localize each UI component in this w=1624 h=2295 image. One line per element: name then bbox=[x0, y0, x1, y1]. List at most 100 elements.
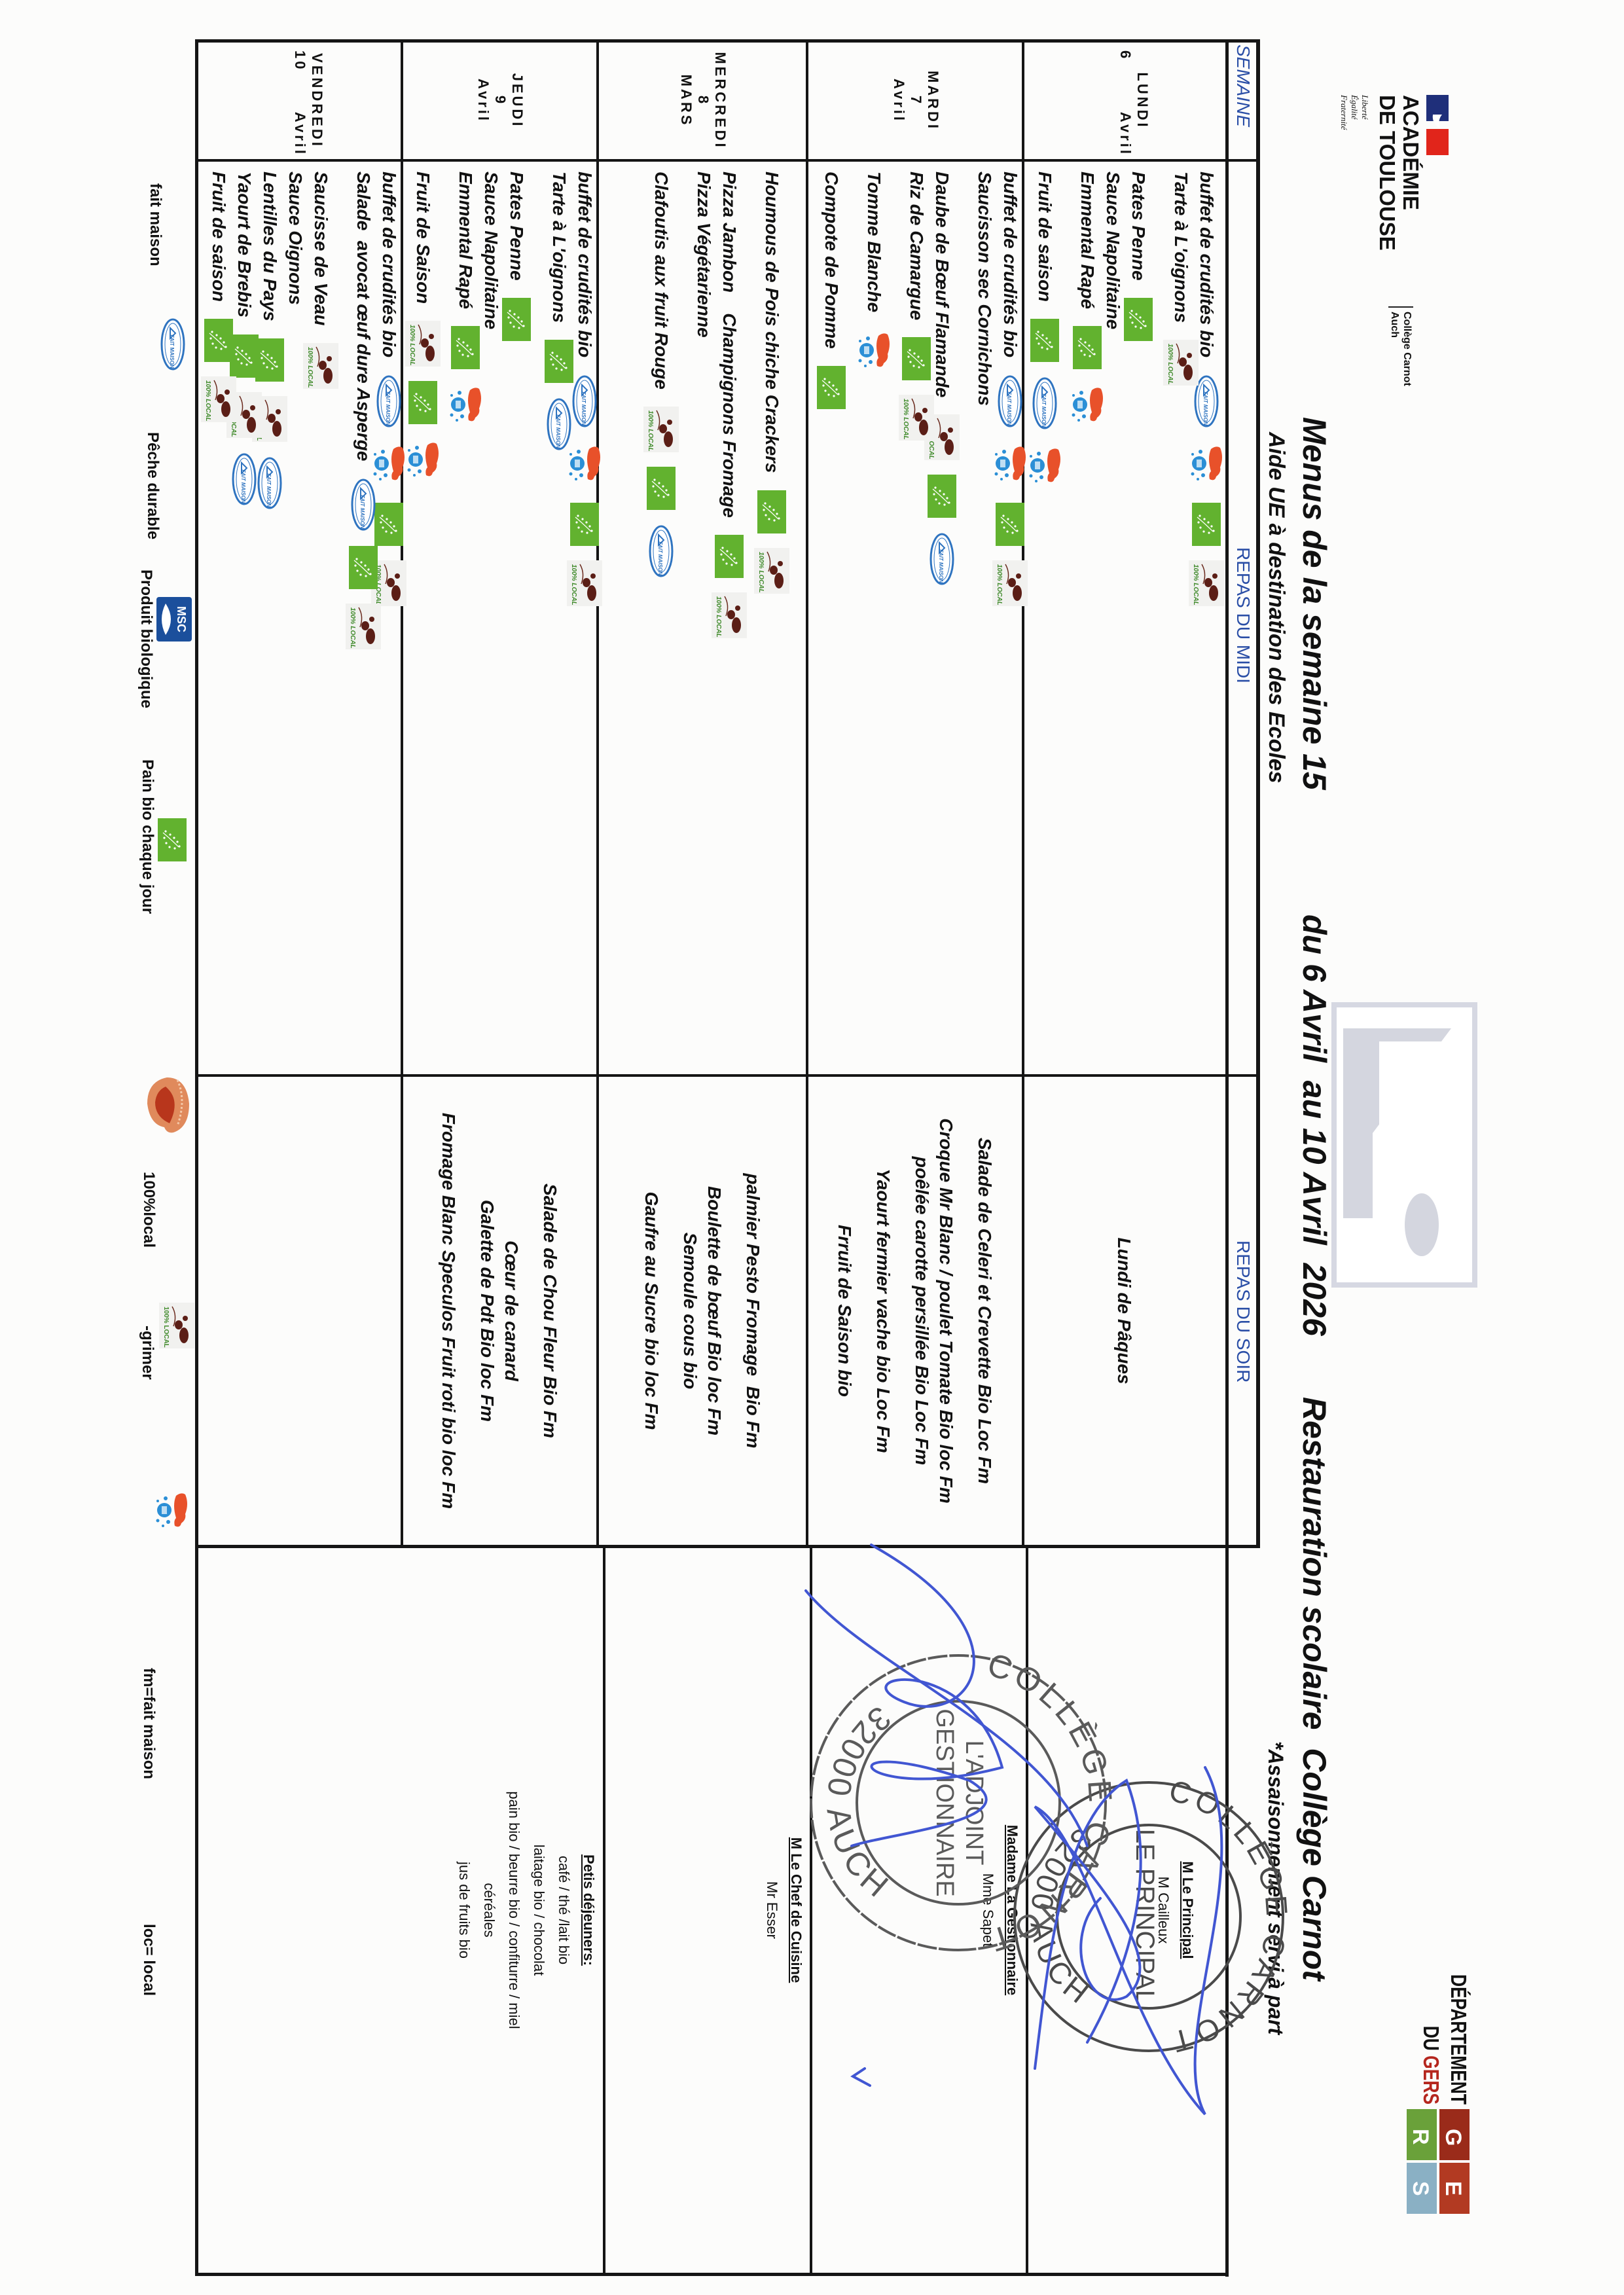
chef-title: M Le Chef de Cuisine bbox=[788, 1837, 804, 1983]
breakfast-title: Petis déjeuners: bbox=[581, 1854, 597, 1966]
course-group: Frruit de Saison bio bbox=[833, 1225, 857, 1397]
course-group: Fromage Blanc Speculos Fruit roti bio lo… bbox=[437, 1113, 461, 1509]
menu-item-label: Houmous de Pois chiche Crackers bbox=[762, 172, 783, 473]
occitanie-icon bbox=[1072, 384, 1104, 429]
course-group: Clafoutis aux fruit Rouge 100% LOCAL FAIT … bbox=[643, 172, 679, 1068]
local-icon: 100% LOCAL bbox=[899, 395, 935, 441]
menu-item: Salade de Chou Fleur Bio Fm bbox=[540, 1184, 561, 1438]
svg-text:FAIT MAISON: FAIT MAISON bbox=[169, 334, 175, 369]
menu-item-labels: FAIT MAISON bbox=[545, 340, 574, 451]
bio-icon bbox=[1030, 319, 1060, 363]
fait-maison-icon: FAIT MAISON bbox=[376, 374, 403, 428]
soir-menu: Salade de Celeri et Crevette Bio Loc Fm C… bbox=[810, 1080, 1020, 1542]
menu-item: Fromage Blanc Speculos Fruit roti bio lo… bbox=[439, 1112, 460, 1509]
menu-item: Frruit de Saison bio bbox=[835, 1225, 856, 1397]
gestionnaire-stamp-center2: GESTIONNAIRE bbox=[931, 1708, 958, 1896]
breakfast-item: café / thé /lait bio bbox=[556, 1855, 572, 1965]
svg-text:100% LOCAL: 100% LOCAL bbox=[1193, 564, 1200, 605]
bio-icon bbox=[451, 326, 480, 370]
local-icon: 100% LOCAL bbox=[992, 560, 1028, 607]
bio-icon bbox=[545, 340, 574, 384]
menu-item-label: buffet de crudités bio bbox=[575, 172, 596, 358]
svg-text:32000 AUCH: 32000 AUCH bbox=[820, 1699, 898, 1907]
menu-item: Cœur de canard bbox=[501, 1240, 522, 1381]
fait-maison-icon: FAIT MAISON bbox=[1032, 376, 1058, 430]
gestionnaire-block: Madame La Gestionnaire Mme Sapet bbox=[976, 1550, 1024, 2270]
midi-menu: buffet de crudités bio FAIT MAISON 100% LO… bbox=[802, 172, 1028, 1068]
local-icon: 100% LOCAL bbox=[346, 604, 382, 650]
menu-item-labels bbox=[1124, 297, 1153, 341]
soir-menu bbox=[199, 1080, 399, 1542]
bio-icon bbox=[204, 319, 234, 363]
svg-text:100% LOCAL: 100% LOCAL bbox=[647, 410, 655, 452]
occitanie-icon bbox=[1191, 443, 1223, 488]
occitanie-icon bbox=[450, 384, 482, 429]
page-title: Menus de la semaine 15 bbox=[1296, 417, 1333, 790]
local-icon: 100% LOCAL bbox=[201, 376, 237, 423]
menu-item: Lundi de Pâques bbox=[1114, 1237, 1135, 1384]
menu-item-labels: FAIT MAISON 100% LOCAL bbox=[567, 374, 603, 607]
menu-item: Galette de Pdt Bio loc Fm bbox=[477, 1199, 498, 1422]
menu-item-label: Compote de Pomme bbox=[821, 172, 842, 349]
occitanie-icon bbox=[569, 443, 602, 488]
legend-msc-icon: MSC bbox=[156, 597, 192, 642]
svg-text:E: E bbox=[1441, 2181, 1466, 2196]
svg-text:R: R bbox=[1408, 2129, 1433, 2145]
menu-item: Emmental Rapé bbox=[1072, 172, 1104, 1068]
svg-text:MSC: MSC bbox=[175, 606, 188, 632]
organisation-title: Restauration scolaire Collège Carnot bbox=[1296, 1397, 1333, 1981]
menu-item-label: Emmental Rapé bbox=[456, 172, 477, 310]
menu-item: Semoule cous bio bbox=[680, 1232, 700, 1390]
menu-item: buffet de crudités bio FAIT MAISON 100% LO… bbox=[567, 172, 603, 1068]
menu-item: buffet de crudités bio FAIT MAISON 100% LO… bbox=[992, 172, 1028, 1068]
course-group: Boulette de bœuf Bio loc Fm Semoule cous … bbox=[678, 1186, 727, 1436]
course-group: Croque Mr Blanc / poulet Tomate Bio loc … bbox=[911, 1118, 959, 1504]
legend-label: Pêche durable bbox=[144, 432, 162, 540]
chef-block: M Le Chef de Cuisine Mr Esser bbox=[760, 1550, 808, 2270]
menu-item-label: Pizza Végétarienne bbox=[694, 172, 715, 338]
svg-text:FAIT MAISON: FAIT MAISON bbox=[360, 496, 366, 530]
menu-item: Fruit de saison FAIT MAISON bbox=[1030, 172, 1061, 1068]
day-date: 10 Avril bbox=[291, 41, 308, 160]
svg-text:100% LOCAL: 100% LOCAL bbox=[409, 325, 416, 366]
local-icon: 100% LOCAL bbox=[371, 560, 407, 607]
course-group: buffet de crudités bio FAIT MAISON 100% LO… bbox=[972, 172, 1028, 1068]
day-month: Avril bbox=[292, 111, 308, 156]
local-icon: 100% LOCAL bbox=[1189, 560, 1225, 607]
occitanie-icon bbox=[407, 439, 440, 484]
course-group: Pizza Jambon Champignons Fromage 100% LOC… bbox=[691, 172, 748, 1068]
fait-maison-icon: FAIT MAISON bbox=[998, 374, 1024, 428]
menu-item-labels: 100% LOCAL bbox=[1163, 340, 1199, 386]
svg-text:100% LOCAL: 100% LOCAL bbox=[205, 380, 212, 422]
legend-label: 100%local bbox=[140, 1172, 158, 1248]
breakfast-block: Petis déjeuners: café / thé /lait bio lai… bbox=[452, 1550, 601, 2270]
right-divider bbox=[1026, 1546, 1028, 2274]
menu-item-label: Lentilles du Pays bbox=[260, 172, 281, 321]
day-name: MERCREDI bbox=[712, 52, 729, 150]
college-logo bbox=[1328, 1002, 1477, 1288]
day-name: VENDREDI bbox=[309, 53, 325, 149]
svg-text:S: S bbox=[1408, 2181, 1433, 2196]
legend-label: Pain bio chaque jour bbox=[139, 759, 156, 914]
header-repas-midi: REPAS DU MIDI bbox=[1233, 547, 1254, 683]
soir-menu: Salade de Chou Fleur Bio Fm Cœur de canar… bbox=[405, 1080, 595, 1542]
departement-du: DU bbox=[1419, 2025, 1443, 2056]
svg-text:G: G bbox=[1441, 2129, 1466, 2146]
subtitle: Aide UE à destination des Ecoles bbox=[1264, 432, 1289, 784]
day-number: 9 bbox=[492, 95, 509, 107]
menu-item-label: buffet de crudités bio bbox=[1000, 172, 1021, 358]
right-divider bbox=[603, 1546, 605, 2274]
menu-item-label: Tarte à L'oignons bbox=[549, 172, 570, 323]
menu-item: Sauce Napolitaine bbox=[478, 172, 504, 1068]
breakfast-item: céréales bbox=[481, 1883, 497, 1938]
fait-maison-icon: FAIT MAISON bbox=[572, 374, 598, 428]
menu-item-label: Sauce Napolitaine bbox=[481, 172, 502, 330]
svg-text:FAIT MAISON: FAIT MAISON bbox=[556, 414, 562, 448]
bio-icon bbox=[1073, 326, 1102, 370]
menu-item: Saucisse de Veau 100% LOCAL bbox=[303, 172, 339, 1068]
bio-icon bbox=[647, 466, 676, 510]
svg-text:32000 AUCH: 32000 AUCH bbox=[1024, 1821, 1098, 2012]
